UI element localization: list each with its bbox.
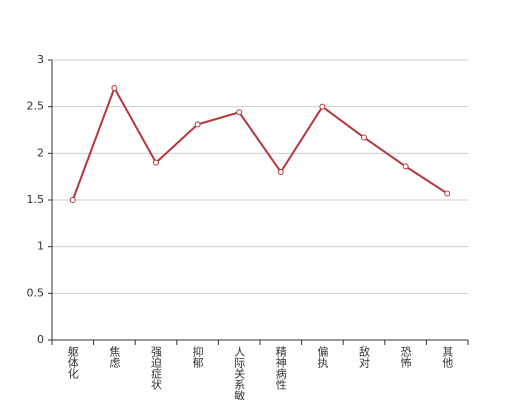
y-tick-label: 2	[37, 146, 44, 159]
y-tick-label: 1.5	[27, 193, 45, 206]
y-tick-label: 2.5	[27, 100, 45, 113]
x-tick-label: 焦虑	[108, 346, 121, 368]
x-tick-label: 其他	[441, 346, 454, 368]
point	[402, 163, 409, 170]
x-tick-label: 抑郁	[191, 345, 204, 368]
y-tick-label: 0	[37, 333, 44, 346]
point	[361, 134, 367, 141]
point	[69, 197, 76, 203]
point	[444, 190, 451, 197]
x-tick-label: 强迫症状	[150, 346, 163, 390]
x-tick-label: 敌对	[358, 345, 371, 368]
y-tick-label: 3	[37, 53, 44, 66]
point	[236, 109, 243, 116]
line	[71, 85, 448, 201]
point	[111, 85, 118, 91]
x-tick-label: 偏执	[316, 345, 329, 369]
y-tick-label: 1	[37, 240, 44, 253]
x-tick-label: 恐怖	[399, 346, 412, 368]
point	[277, 169, 284, 175]
x-tick-label: 精神病性	[274, 346, 287, 391]
point	[153, 159, 159, 166]
x-tick-label: 躯体化	[66, 346, 79, 380]
point	[319, 103, 326, 110]
y-tick-label: 0.5	[27, 286, 45, 299]
x-tick-label: 人际关系敏感	[233, 346, 246, 400]
point	[194, 121, 201, 128]
